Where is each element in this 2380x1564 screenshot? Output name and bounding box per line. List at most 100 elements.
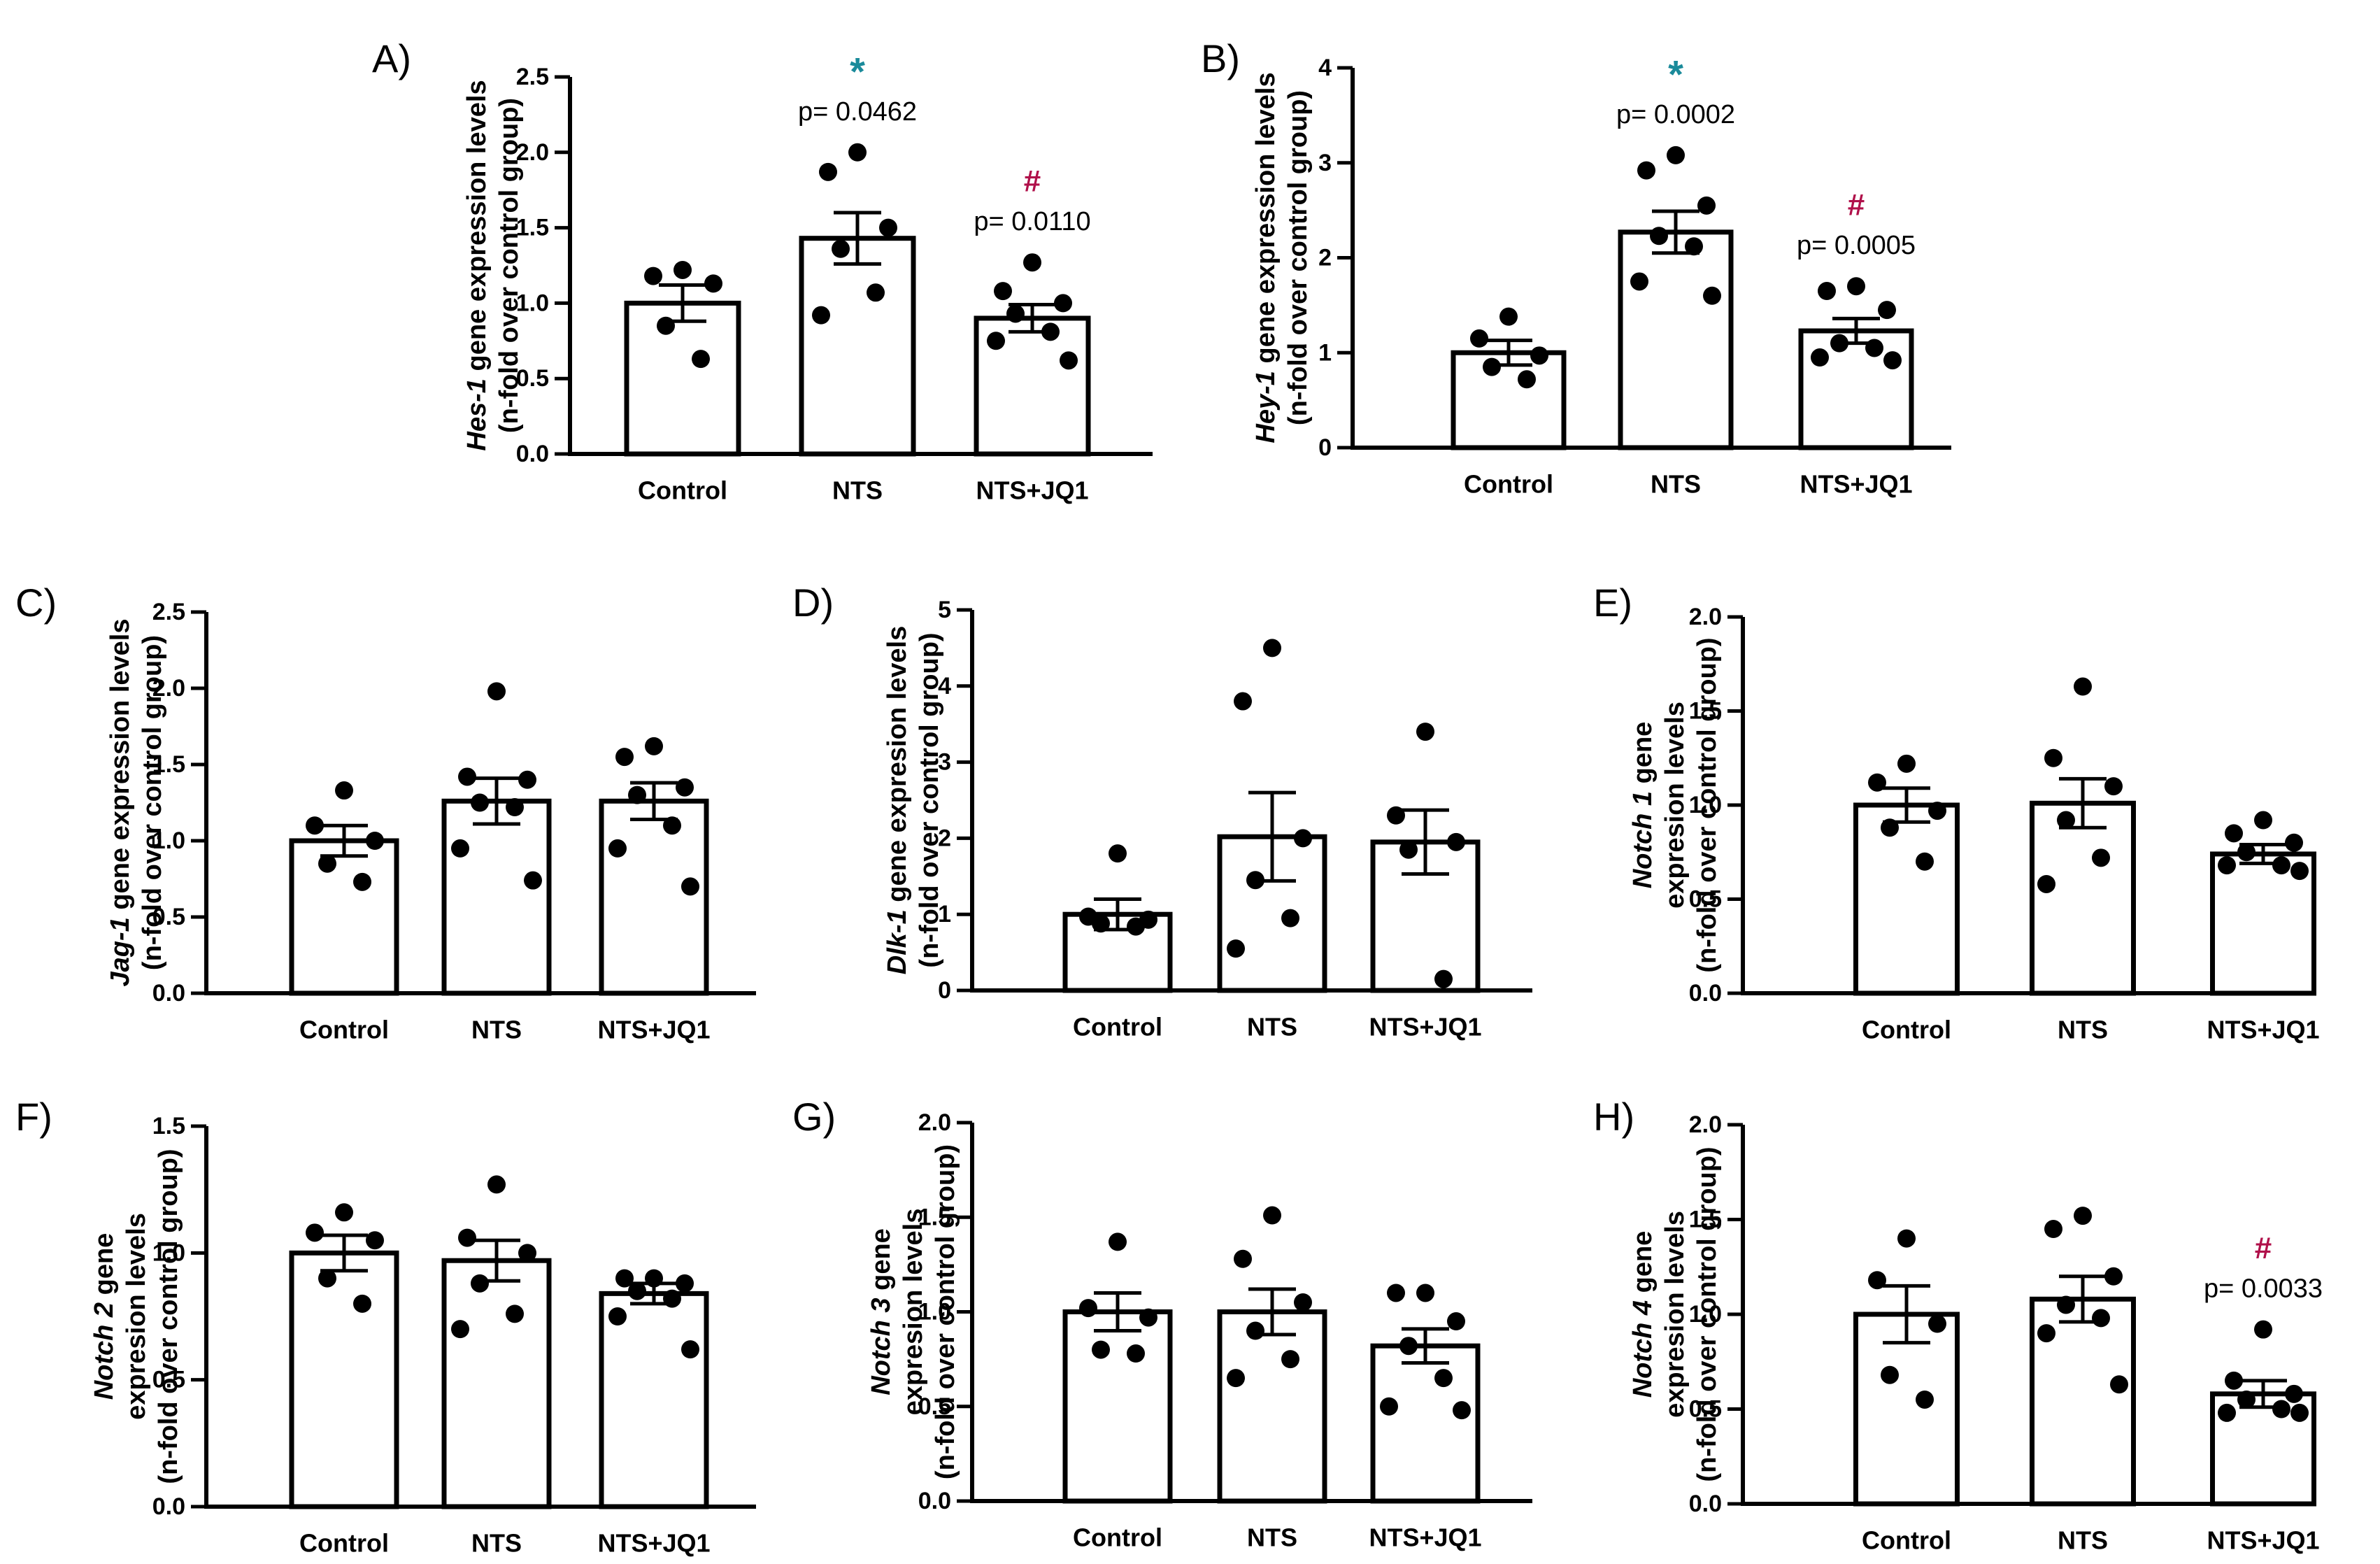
y-axis-gene-name: Notch 3 xyxy=(867,1298,896,1395)
data-point xyxy=(471,1274,489,1293)
data-point xyxy=(1006,304,1025,323)
data-point xyxy=(2104,777,2123,796)
data-point xyxy=(1518,370,1536,389)
y-tick-label: 4 xyxy=(1318,55,1332,81)
y-axis-title-rest: gene expresion levels xyxy=(883,626,912,910)
data-point xyxy=(692,350,710,369)
y-axis-title-line3: (n-fold over control group) xyxy=(154,1149,183,1484)
x-tick-label: NTS+JQ1 xyxy=(1800,470,1912,499)
data-point xyxy=(335,1203,353,1222)
data-point xyxy=(867,283,885,302)
y-axis-title: Notch 3 gene expresion levels (n-fold over… xyxy=(867,1144,960,1479)
data-point xyxy=(681,1340,699,1359)
data-point xyxy=(471,793,489,812)
data-point xyxy=(1109,844,1127,863)
y-tick-label: 1.5 xyxy=(1689,1207,1722,1233)
y-axis-title-line2: (n-fold over control group) xyxy=(915,632,944,967)
panel-label: B) xyxy=(1201,36,1240,80)
data-point xyxy=(1234,692,1252,711)
panel-label: E) xyxy=(1593,581,1632,625)
y-tick-label: 0.0 xyxy=(152,1493,185,1520)
bar-nts-jq1 xyxy=(1798,328,1914,450)
data-point xyxy=(1818,282,1836,301)
y-axis-title-line2: expresion levels xyxy=(1660,1211,1690,1418)
x-tick-label: NTS xyxy=(471,1016,522,1044)
y-tick-label: 1.0 xyxy=(918,1299,951,1325)
y-tick-label: 0.5 xyxy=(152,1367,185,1393)
y-axis-title-rest: gene expression levels xyxy=(462,80,492,378)
y-tick-label: 1.0 xyxy=(1689,1301,1722,1328)
y-tick-label: 1 xyxy=(938,901,951,927)
data-point xyxy=(1281,1350,1299,1369)
y-tick-label: 0 xyxy=(938,977,951,1004)
data-point xyxy=(1227,1369,1245,1388)
data-point xyxy=(1281,909,1299,927)
bar-nts-jq1 xyxy=(599,1291,709,1509)
data-point xyxy=(458,767,476,786)
data-point xyxy=(1928,1314,1946,1333)
data-point xyxy=(657,316,675,335)
bar-nts-jq1 xyxy=(1370,1343,1481,1504)
bar-nts xyxy=(441,798,552,996)
data-point xyxy=(2225,824,2243,843)
y-axis-title-line1: Notch 2 gene xyxy=(90,1233,119,1400)
y-axis-title: Jag-1 gene expression levels (n-fold over… xyxy=(106,619,167,987)
y-axis-title-rest: gene xyxy=(1628,1231,1658,1300)
bar-control xyxy=(624,300,741,457)
data-point xyxy=(2092,848,2110,867)
data-point xyxy=(1263,639,1281,657)
panel-d: D) 0 1 2 3 4 5 Dlk-1 gene expresion levels (n-fo… xyxy=(792,581,1532,1042)
data-point xyxy=(1294,829,1312,848)
y-axis-title-rest: gene xyxy=(90,1233,119,1302)
data-point xyxy=(1263,1206,1281,1225)
panel-label: F) xyxy=(15,1095,52,1139)
y-axis-title-line2: expresion levels xyxy=(899,1209,928,1416)
x-tick-label: Control xyxy=(1862,1526,1951,1555)
data-point xyxy=(1928,802,1946,820)
x-tick-label: Control xyxy=(638,476,727,505)
significance-star: * xyxy=(1668,52,1683,96)
data-point xyxy=(681,877,699,896)
y-axis-title-line1: Jag-1 gene expression levels xyxy=(106,619,135,987)
y-axis-title-line1: Dlk-1 gene expresion levels xyxy=(883,626,912,974)
x-tick-label: NTS+JQ1 xyxy=(597,1529,710,1558)
data-point xyxy=(2290,1403,2309,1422)
y-tick-label: 0.5 xyxy=(516,365,549,392)
significance-star: * xyxy=(850,49,865,93)
data-point xyxy=(506,798,524,817)
panel-label: C) xyxy=(15,581,57,625)
data-point xyxy=(306,816,324,835)
y-tick-label: 4 xyxy=(938,673,951,699)
bar-nts xyxy=(799,236,916,457)
data-point xyxy=(2110,1375,2128,1394)
data-point xyxy=(2104,1267,2123,1286)
data-point xyxy=(1868,1271,1886,1290)
x-tick-label: Control xyxy=(1073,1013,1162,1042)
x-tick-label: NTS+JQ1 xyxy=(2207,1526,2319,1555)
data-point xyxy=(1530,346,1548,365)
p-value-label: p= 0.0005 xyxy=(1797,231,1916,260)
y-tick-label: 2 xyxy=(938,825,951,851)
bar-control xyxy=(289,838,399,996)
data-point xyxy=(1868,773,1886,792)
data-point xyxy=(2254,811,2272,830)
data-point xyxy=(2254,1320,2272,1339)
y-tick-label: 2.5 xyxy=(152,599,185,625)
x-tick-label: NTS xyxy=(1247,1523,1297,1552)
y-axis-title-line3: (n-fold over control group) xyxy=(1693,1146,1722,1481)
data-point xyxy=(524,871,542,890)
y-axis-gene-name: Notch 1 xyxy=(1628,791,1658,888)
y-tick-label: 0.0 xyxy=(1689,1491,1722,1517)
y-axis-title: Notch 4 gene expresion levels (n-fold over… xyxy=(1628,1146,1722,1481)
data-point xyxy=(1434,1369,1453,1388)
data-point xyxy=(2225,1371,2243,1390)
data-point xyxy=(451,839,469,858)
data-point xyxy=(2057,1295,2075,1314)
data-point xyxy=(2218,856,2236,875)
data-point xyxy=(2037,1324,2055,1343)
y-tick-label: 5 xyxy=(938,597,951,623)
data-point xyxy=(1246,871,1264,890)
panel-g: G) 0.0 0.5 1.0 1.5 2.0 Notch 3 gene expresion l… xyxy=(792,1095,1532,1552)
p-value-label: p= 0.0002 xyxy=(1616,100,1735,129)
